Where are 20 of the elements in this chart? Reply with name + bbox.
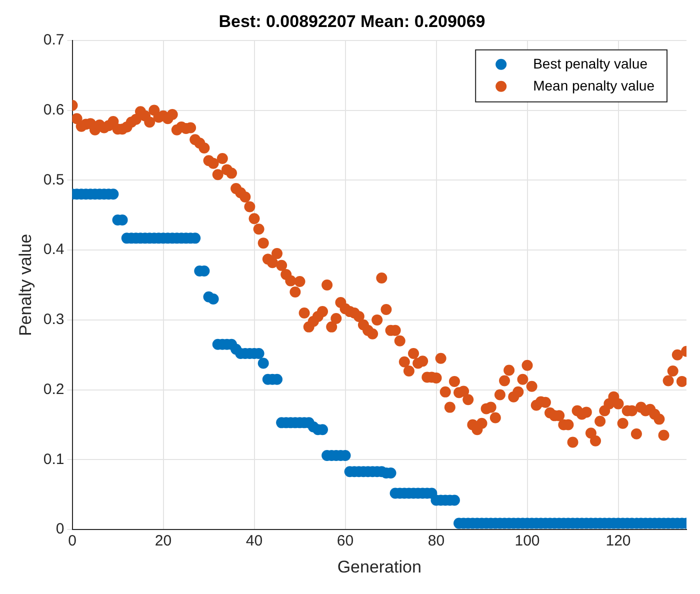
x-tick-label: 40 <box>246 532 263 550</box>
x-tick-label: 20 <box>154 532 172 550</box>
y-tick-label: 0.3 <box>43 311 64 328</box>
y-tick-label: 0.1 <box>43 450 64 468</box>
legend-label: Best penalty value <box>533 55 648 72</box>
chart-title: Best: 0.00892207 Mean: 0.209069 <box>218 12 486 31</box>
y-tick-label: 0.2 <box>43 380 64 398</box>
x-tick-label: 80 <box>428 532 445 550</box>
y-tick-label: 0.5 <box>43 171 64 188</box>
x-tick-label: 120 <box>606 532 631 550</box>
x-tick-label: 60 <box>336 532 354 550</box>
y-axis-title: Penalty value <box>16 234 35 336</box>
x-axis-title: Generation <box>337 557 422 576</box>
legend-label: Mean penalty value <box>533 77 655 94</box>
x-tick-label: 100 <box>514 532 540 550</box>
y-tick-label: 0 <box>56 520 64 538</box>
y-tick-label: 0.4 <box>43 241 64 258</box>
y-tick-label: 0.6 <box>43 101 64 118</box>
x-tick-label: 0 <box>68 532 76 550</box>
y-tick-label: 0.7 <box>43 32 64 49</box>
